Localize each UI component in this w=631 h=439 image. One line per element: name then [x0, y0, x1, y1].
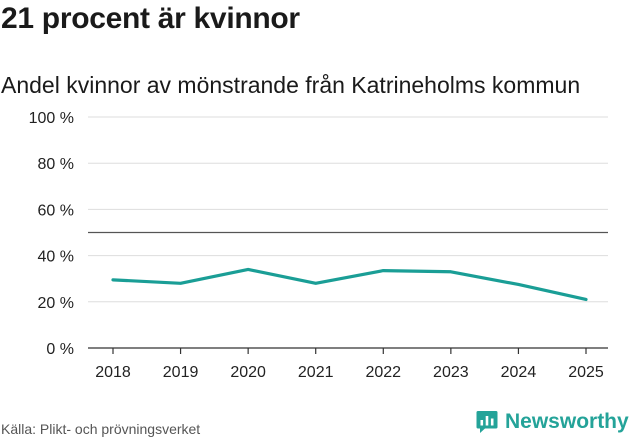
- x-axis: [88, 347, 608, 354]
- newsworthy-chat-chart-icon: [476, 411, 498, 433]
- x-axis-labels: 2018 2019 2020 2021 2022 2023 2024 2025: [95, 364, 604, 381]
- chart-subtitle: Andel kvinnor av mönstrande från Katrine…: [1, 72, 581, 98]
- y-tick-label-100: 100 %: [29, 110, 74, 127]
- x-tick-label-2020: 2020: [230, 364, 266, 381]
- y-tick-label-60: 60 %: [38, 202, 74, 219]
- chart-title: 21 procent är kvinnor: [1, 2, 300, 35]
- gridlines: [88, 116, 608, 303]
- x-tick-label-2019: 2019: [163, 364, 199, 381]
- y-axis-labels: 0 % 20 % 40 % 60 % 80 % 100 %: [29, 110, 74, 358]
- newsworthy-logo[interactable]: Newsworthy: [476, 408, 629, 436]
- y-tick-label-0: 0 %: [46, 341, 74, 358]
- x-tick-label-2018: 2018: [95, 364, 131, 381]
- x-tick-label-2025: 2025: [568, 364, 604, 381]
- x-tick-label-2023: 2023: [433, 364, 469, 381]
- x-tick-label-2022: 2022: [365, 364, 401, 381]
- y-tick-label-80: 80 %: [38, 156, 74, 173]
- brand-name: Newsworthy: [505, 410, 629, 433]
- series-line-0: [111, 267, 588, 302]
- x-tick-label-2021: 2021: [298, 364, 334, 381]
- line-chart: 0 % 20 % 40 % 60 % 80 % 100 % 2018 2019 2020 202…: [29, 110, 608, 381]
- y-tick-label-40: 40 %: [38, 249, 74, 266]
- source-note: Källa: Plikt- och prövningsverket: [1, 421, 201, 437]
- y-tick-label-20: 20 %: [38, 295, 74, 312]
- x-tick-label-2024: 2024: [501, 364, 537, 381]
- series-group: [111, 267, 588, 302]
